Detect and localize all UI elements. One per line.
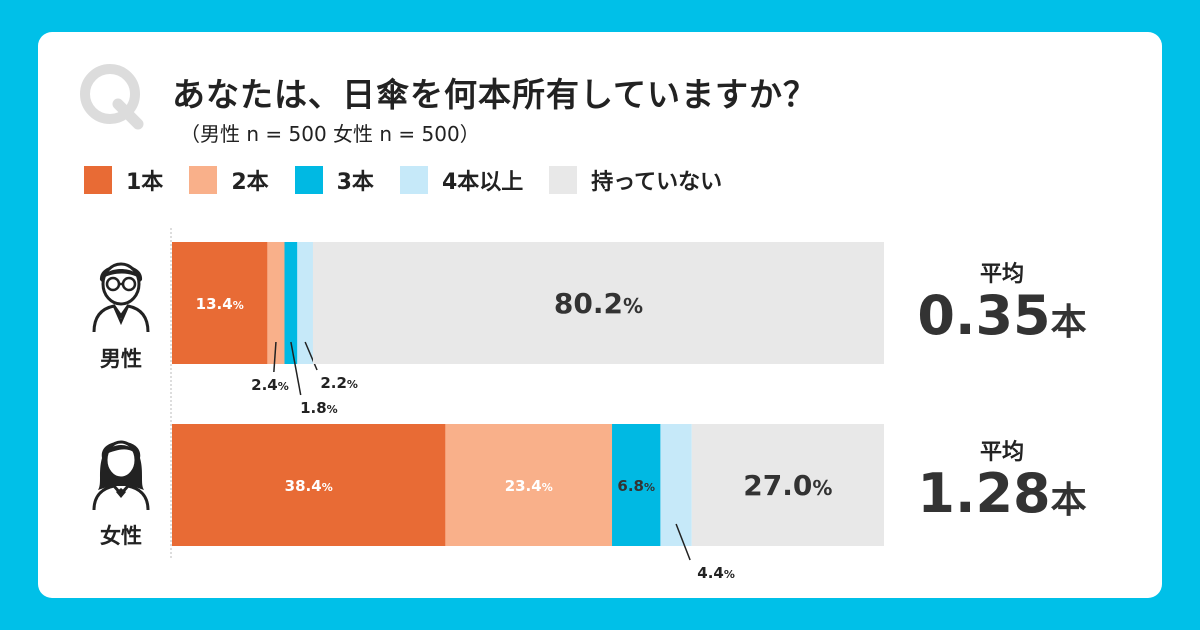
legend-swatch-5	[549, 166, 578, 194]
bar-0-4	[312, 242, 884, 364]
female-person-icon	[92, 440, 150, 511]
bar-1-1	[445, 424, 613, 546]
legend-label-4: 4本以上	[441, 170, 524, 195]
legend-item-4: 4本以上	[399, 164, 524, 196]
leader-line-1-3	[675, 523, 691, 561]
value-label-1-3: 4.4%	[697, 564, 735, 582]
value-label-1-4: 27.0%	[743, 469, 832, 502]
male-person-icon	[92, 262, 150, 333]
group-label-male: 男性	[100, 347, 142, 371]
average-unit-female: 本	[1050, 480, 1087, 521]
average-value-female: 1.28本	[872, 462, 1132, 525]
legend-item-1: 1本	[84, 164, 163, 196]
legend-swatch-1	[84, 166, 112, 194]
average-number-male: 0.35	[917, 284, 1051, 347]
group-label-female: 女性	[100, 524, 142, 548]
value-label-1-1: 23.4%	[505, 477, 553, 495]
legend-label-5: 持っていない	[591, 170, 723, 195]
average-number-female: 1.28	[917, 462, 1051, 525]
average-label-male: 平均	[979, 262, 1024, 287]
value-label-0-1: 2.4%	[251, 376, 289, 394]
bar-1-0	[172, 424, 446, 546]
legend: 1本 2本 3本 4本以上 持っていない	[84, 162, 748, 198]
value-label-1-2: 6.8%	[617, 477, 655, 495]
legend-label-1: 1本	[126, 170, 164, 195]
average-unit-male: 本	[1050, 302, 1087, 343]
bar-1-2	[612, 424, 661, 546]
bar-0-0	[172, 242, 268, 364]
bar-0-3	[297, 242, 313, 364]
leader-line-0-3	[304, 341, 318, 371]
legend-swatch-2	[189, 166, 218, 194]
question-subtitle: （男性 n = 500 女性 n = 500）	[180, 122, 480, 146]
legend-swatch-4	[399, 166, 428, 194]
average-label-female: 平均	[979, 440, 1024, 465]
value-label-1-0: 38.4%	[285, 477, 333, 495]
question-title: あなたは、日傘を何本所有していますか？	[172, 75, 818, 114]
value-label-0-3: 2.2%	[320, 374, 358, 392]
legend-label-3: 3本	[336, 170, 374, 195]
value-label-0-4: 80.2%	[554, 287, 643, 320]
leader-line-0-1	[273, 341, 277, 373]
legend-swatch-3	[294, 166, 323, 194]
q-mark-icon: Q	[80, 64, 144, 130]
bar-1-3	[660, 424, 692, 546]
bar-0-2	[284, 242, 298, 364]
legend-label-2: 2本	[231, 170, 269, 195]
average-value-male: 0.35本	[872, 284, 1132, 347]
value-label-0-0: 13.4%	[196, 295, 244, 313]
legend-item-5: 持っていない	[549, 164, 722, 196]
leader-line-0-2	[290, 341, 302, 396]
bar-1-4	[691, 424, 884, 546]
legend-item-2: 2本	[189, 164, 269, 196]
legend-item-3: 3本	[294, 164, 374, 196]
value-label-0-2: 1.8%	[300, 399, 338, 417]
bar-0-1	[267, 242, 285, 364]
